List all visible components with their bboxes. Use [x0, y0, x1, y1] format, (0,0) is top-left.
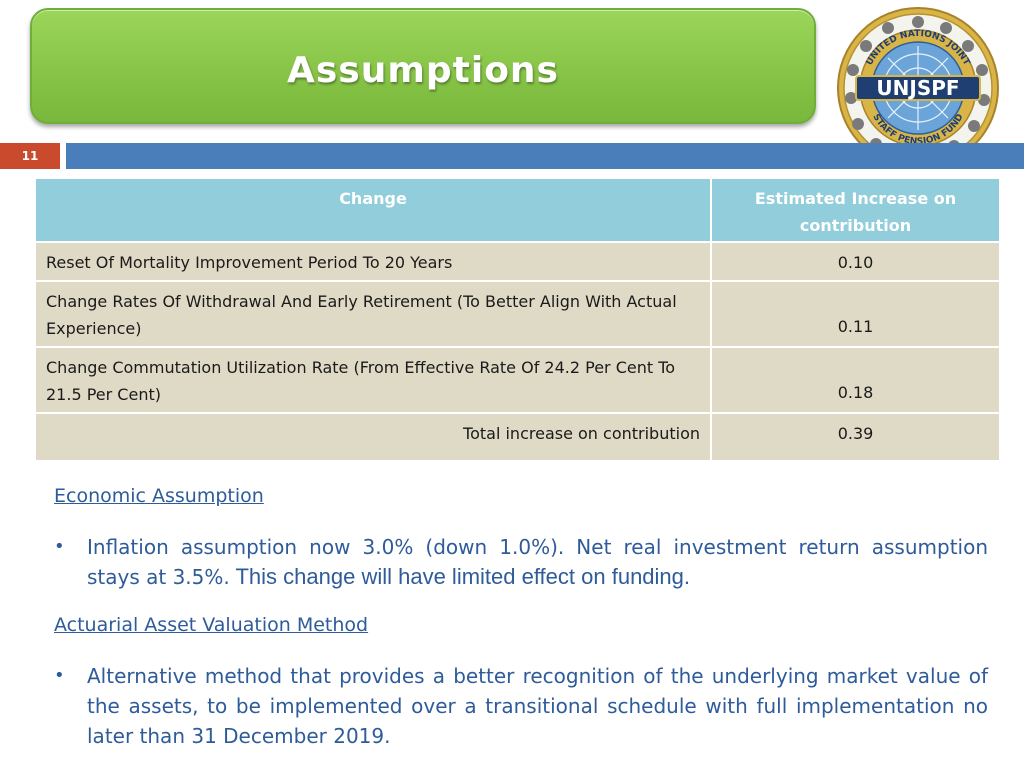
- total-value: 0.39: [712, 414, 1001, 462]
- header-strip: [66, 143, 1024, 169]
- table-row: Reset Of Mortality Improvement Period To…: [36, 243, 1001, 282]
- table-header-row: Change Estimated Increase on contributio…: [36, 179, 1001, 243]
- bullet-icon: •: [54, 665, 65, 686]
- table-total-row: Total increase on contribution 0.39: [36, 414, 1001, 462]
- table-row: Change Commutation Utilization Rate (Fro…: [36, 348, 1001, 414]
- row-label: Change Commutation Utilization Rate (Fro…: [36, 348, 712, 414]
- section-heading-economic: Economic Assumption: [54, 485, 264, 507]
- slide-number: 11: [0, 143, 60, 169]
- assumptions-table: Change Estimated Increase on contributio…: [36, 179, 1001, 462]
- row-value: 0.18: [712, 348, 1001, 414]
- column-header-estimated-increase: Estimated Increase on contribution: [712, 179, 1001, 243]
- total-label: Total increase on contribution: [36, 414, 712, 462]
- bullet-text-extra: This change will have limited effect on …: [229, 564, 691, 589]
- bullet-text: Alternative method that provides a bette…: [87, 664, 988, 748]
- column-header-change: Change: [36, 179, 712, 243]
- logo-text: UNJSPF: [876, 76, 959, 100]
- title-banner: Assumptions: [30, 8, 816, 124]
- row-value: 0.10: [712, 243, 1001, 282]
- bullet-text-main: Inflation assumption now 3.0% (down 1.0%…: [87, 535, 988, 589]
- bullet-icon: •: [54, 536, 65, 557]
- unjspf-logo: UNITED NATIONS JOINT STAFF PENSION FUND …: [837, 7, 999, 169]
- bullet-text: Inflation assumption now 3.0% (down 1.0%…: [87, 532, 988, 592]
- row-label: Reset Of Mortality Improvement Period To…: [36, 243, 712, 282]
- section-heading-valuation: Actuarial Asset Valuation Method: [54, 614, 369, 636]
- table-row: Change Rates Of Withdrawal And Early Ret…: [36, 282, 1001, 348]
- bullet-valuation: • Alternative method that provides a bet…: [54, 661, 988, 751]
- row-label: Change Rates Of Withdrawal And Early Ret…: [36, 282, 712, 348]
- page-title: Assumptions: [287, 50, 559, 91]
- bullet-economic: • Inflation assumption now 3.0% (down 1.…: [54, 532, 988, 592]
- row-value: 0.11: [712, 282, 1001, 348]
